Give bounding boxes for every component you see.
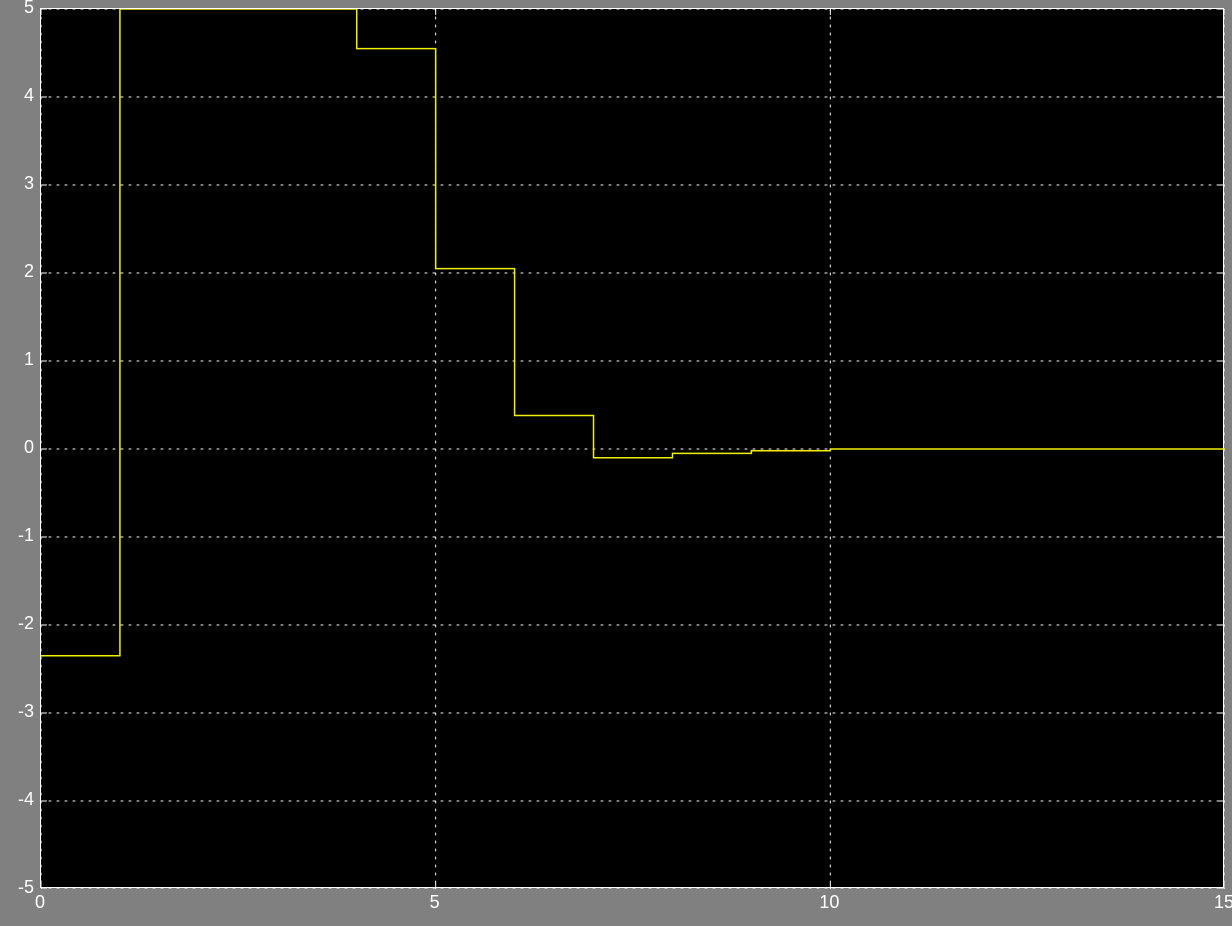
y-tick-label: -1 (18, 525, 34, 546)
y-tick-label: -2 (18, 613, 34, 634)
x-tick-label: 5 (415, 892, 455, 913)
y-tick-label: 3 (24, 173, 34, 194)
y-tick-label: 4 (24, 85, 34, 106)
step-line (41, 9, 1225, 656)
y-tick-label: -4 (18, 789, 34, 810)
chart-container: -5-4-3-2-1012345051015 (0, 0, 1232, 926)
x-tick-label: 10 (809, 892, 849, 913)
y-tick-label: 1 (24, 349, 34, 370)
plot-svg (41, 9, 1225, 889)
y-tick-label: 5 (24, 0, 34, 18)
y-tick-label: 2 (24, 261, 34, 282)
y-tick-label: -3 (18, 701, 34, 722)
y-tick-label: 0 (24, 437, 34, 458)
x-tick-label: 0 (20, 892, 60, 913)
x-tick-label: 15 (1204, 892, 1232, 913)
plot-area (40, 8, 1224, 888)
